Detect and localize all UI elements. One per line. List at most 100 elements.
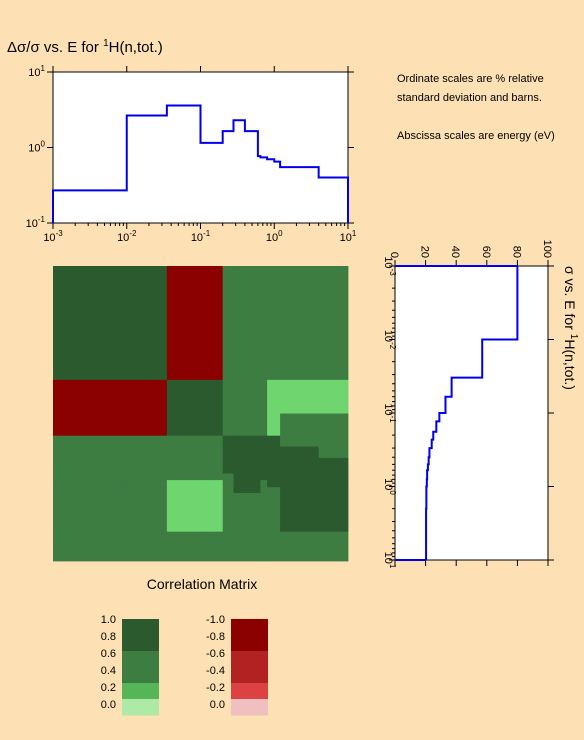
heatmap-cell: [267, 480, 275, 488]
heatmap-cell: [166, 473, 201, 481]
heatmap-cell: [318, 446, 349, 459]
heatmap-cell: [53, 266, 128, 341]
heatmap-cell: [267, 266, 275, 341]
negative-legend-swatch: [231, 667, 268, 684]
heatmap-cell: [126, 457, 168, 472]
heatmap-cell: [257, 266, 261, 341]
heatmap-cell: [166, 493, 201, 533]
uncertainty-chart: 10-3 10-2 10-1 100 101 10-1 100 101: [26, 64, 357, 244]
heatmap-cell: [166, 531, 201, 562]
heatmap-cell: [318, 339, 349, 381]
positive-legend-swatch: [122, 619, 159, 636]
heatmap-cell: [244, 480, 259, 488]
heatmap-cell: [222, 480, 234, 488]
heatmap-cell: [126, 493, 168, 533]
positive-correlation-legend: 1.0 0.8 0.6 0.4 0.2 0.0: [101, 614, 159, 716]
positive-legend-label: 0.0: [101, 699, 116, 711]
y-tick-label: 101: [28, 64, 45, 79]
heatmap-cell: [318, 266, 349, 341]
heatmap-cell: [53, 487, 128, 494]
heatmap-cell: [126, 413, 168, 437]
heatmap-cell: [53, 339, 128, 381]
heatmap-cell: [267, 487, 275, 494]
value-tick-label: 80: [510, 246, 522, 258]
heatmap-cell: [280, 435, 320, 447]
negative-legend-label: -0.6: [206, 648, 225, 660]
heatmap-cell: [280, 446, 320, 459]
heatmap-cell: [267, 470, 275, 474]
heatmap-cell: [280, 480, 320, 488]
negative-legend-swatch: [231, 683, 268, 700]
heatmap-cell: [53, 470, 128, 474]
heatmap-cell: [274, 470, 281, 474]
heatmap-cell: [222, 446, 234, 459]
heatmap-cell: [274, 266, 281, 341]
y-tick-label: 10-1: [26, 215, 46, 230]
heatmap-cell: [244, 379, 259, 414]
heatmap-cell: [257, 413, 261, 437]
heatmap-cell: [267, 457, 275, 472]
heatmap-cell: [318, 487, 349, 494]
heatmap-cell: [274, 339, 281, 381]
heatmap-cell: [53, 473, 128, 481]
heatmap-cell: [244, 531, 259, 562]
heatmap-cell: [166, 266, 201, 341]
heatmap-cell: [222, 457, 234, 472]
value-tick-label: 40: [449, 246, 461, 258]
heatmap-cell: [126, 379, 168, 414]
heatmap-cell: [244, 266, 259, 341]
plot-area: [52, 71, 349, 224]
heatmap-cell: [274, 457, 281, 472]
negative-legend-swatch: [231, 699, 268, 716]
positive-legend-swatch: [122, 635, 159, 652]
heatmap-cell: [318, 480, 349, 488]
correlation-matrix: [53, 266, 349, 562]
heatmap-cell: [166, 457, 201, 472]
heatmap-cell: [166, 435, 201, 447]
heatmap-cell: [53, 493, 128, 533]
heatmap-cell: [257, 487, 261, 494]
heatmap-cell: [233, 435, 246, 447]
positive-legend-swatch: [122, 699, 159, 716]
heatmap-cell: [274, 379, 281, 414]
heatmap-cell: [260, 266, 268, 341]
heatmap-cell: [53, 435, 128, 447]
heatmap-cell: [244, 457, 259, 472]
heatmap-cell: [166, 446, 201, 459]
energy-tick-label: 100: [382, 478, 397, 495]
heatmap-cell: [244, 339, 259, 381]
heatmap-cell: [260, 487, 268, 494]
value-tick-label: 100: [541, 240, 553, 258]
positive-legend-swatch: [122, 683, 159, 700]
heatmap-cell: [257, 480, 261, 488]
heatmap-cell: [257, 493, 261, 533]
heatmap-cell: [280, 470, 320, 474]
heatmap-cell: [267, 493, 275, 533]
heatmap-cell: [244, 470, 259, 474]
heatmap-cell: [222, 493, 234, 533]
heatmap-cell: [53, 480, 128, 488]
heatmap-cell: [280, 487, 320, 494]
heatmap-cell: [260, 339, 268, 381]
energy-tick-label: 101: [382, 552, 397, 569]
heatmap-cell: [233, 480, 246, 488]
heatmap-cell: [244, 487, 259, 494]
heatmap-cell: [244, 493, 259, 533]
x-tick-label: 100: [266, 229, 283, 244]
positive-legend-label: 0.8: [101, 631, 116, 643]
y-tick-label: 100: [28, 140, 45, 155]
heatmap-cell: [126, 531, 168, 562]
heatmap-cell: [233, 493, 246, 533]
heatmap-cell: [318, 473, 349, 481]
heatmap-cell: [257, 446, 261, 459]
heatmap-cell: [260, 473, 268, 481]
energy-tick-label: 10-3: [382, 256, 397, 276]
heatmap-cell: [257, 457, 261, 472]
heatmap-cell: [126, 470, 168, 474]
negative-legend-swatch: [231, 619, 268, 636]
heatmap-cell: [126, 435, 168, 447]
heatmap-cell: [318, 457, 349, 472]
heatmap-cell: [233, 446, 246, 459]
heatmap-cell: [280, 413, 320, 437]
